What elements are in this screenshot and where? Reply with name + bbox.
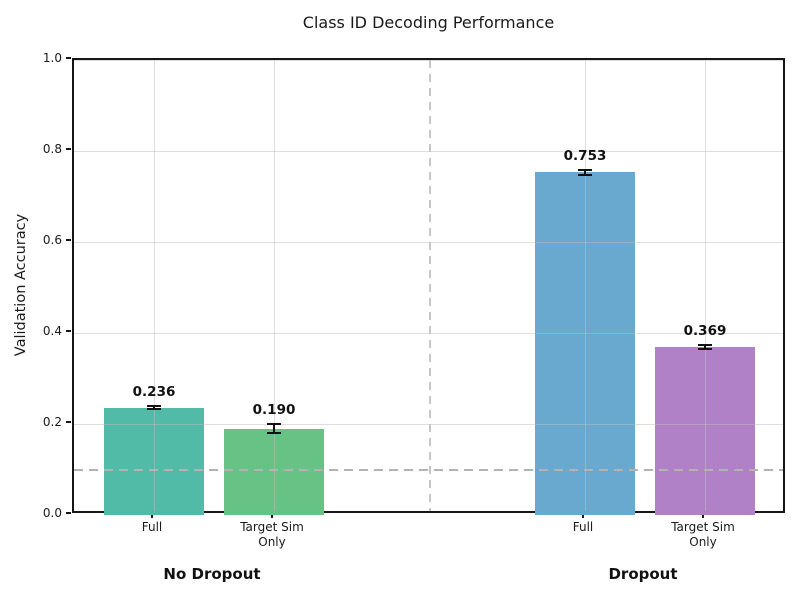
x-tick-label-1: Full [141, 520, 163, 534]
value-label-4: 0.369 [683, 323, 727, 340]
gridline-v-4 [705, 60, 706, 511]
group-separator-line [428, 60, 431, 511]
y-tick-0.8 [66, 148, 71, 150]
x-tick-1 [151, 513, 153, 518]
error-bar-1 [147, 404, 161, 411]
error-bar-3 [578, 169, 592, 176]
y-tick-0.0 [66, 512, 71, 514]
x-tick-label-4: Target Sim Only [671, 520, 735, 549]
group-label-2: Dropout [608, 565, 678, 583]
y-tick-label-0.6: 0.6 [42, 233, 62, 247]
plot-area: 0.236 0.190 0.753 0.369 [72, 58, 785, 515]
y-tick-label-1.0: 1.0 [42, 51, 62, 65]
gridline-v-1 [154, 60, 155, 511]
y-tick-label-0.8: 0.8 [42, 142, 62, 156]
x-tick-2 [271, 513, 273, 518]
error-stem [704, 345, 706, 349]
y-tick-0.6 [66, 239, 71, 241]
error-cap-bottom [267, 432, 281, 435]
value-label-3: 0.753 [563, 148, 607, 165]
x-tick-4 [702, 513, 704, 518]
error-cap-bottom [578, 173, 592, 176]
y-tick-0.4 [66, 330, 71, 332]
x-tick-3 [582, 513, 584, 518]
value-label-2: 0.190 [252, 402, 296, 418]
chart-title: Class ID Decoding Performance [302, 13, 555, 32]
group-label-1: No Dropout [163, 565, 261, 583]
gridline-v-2 [274, 60, 275, 511]
y-tick-label-0.4: 0.4 [42, 324, 62, 338]
y-tick-label-0.2: 0.2 [42, 415, 62, 429]
y-tick-0.2 [66, 421, 71, 423]
error-stem [584, 170, 586, 175]
y-tick-label-0.0: 0.0 [42, 506, 62, 520]
error-stem [153, 405, 155, 410]
error-bar-2 [267, 423, 281, 435]
error-stem [273, 424, 275, 434]
error-bar-4 [698, 344, 712, 350]
value-label-1: 0.236 [132, 383, 176, 400]
x-tick-label-2: Target Sim Only [240, 520, 304, 549]
error-cap-bottom [147, 408, 161, 411]
error-cap-bottom [698, 347, 712, 350]
gridline-v-3 [585, 60, 586, 511]
y-tick-1.0 [66, 57, 71, 59]
x-tick-label-3: Full [572, 520, 594, 534]
